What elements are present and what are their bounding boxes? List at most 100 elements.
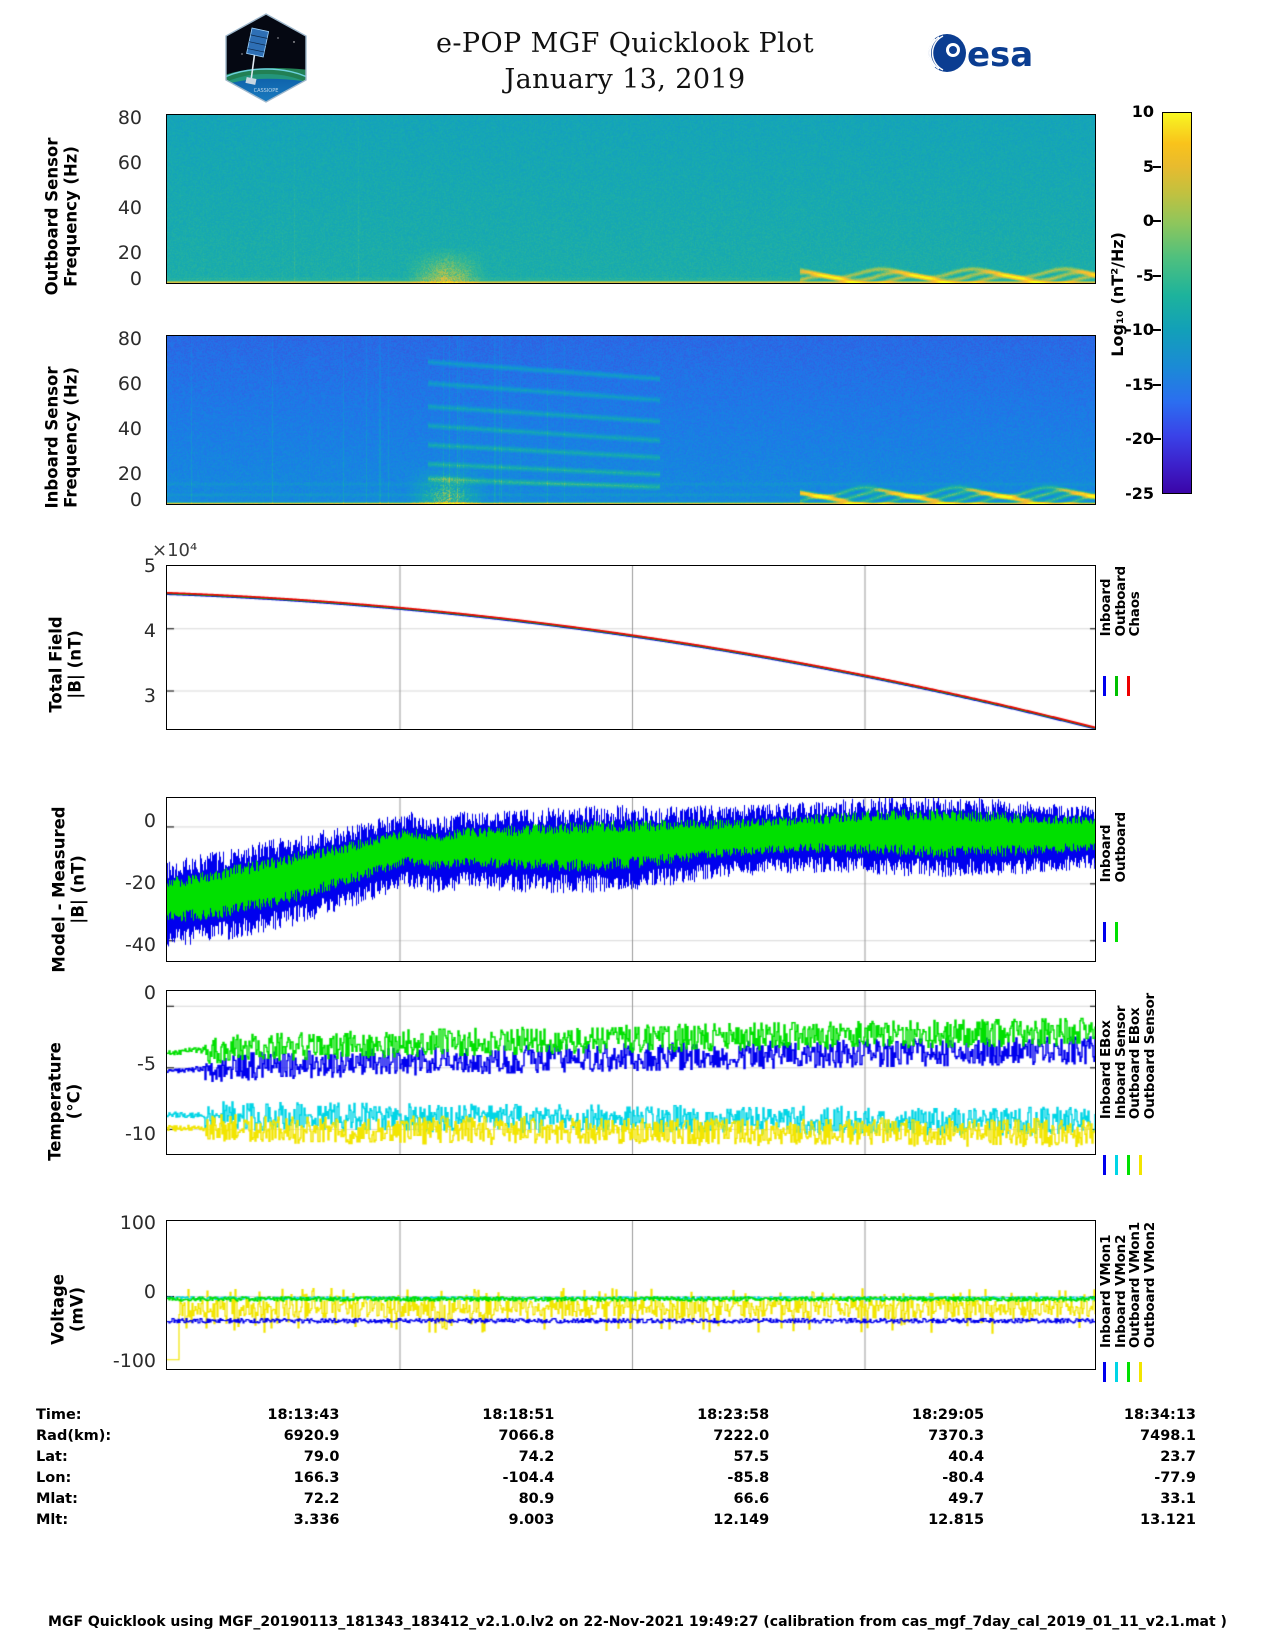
table-row-label: Time: xyxy=(36,1406,82,1423)
table-cell: -85.8 xyxy=(727,1469,770,1486)
colorbar: 10 5 0 -5 -10 -15 -20 -25 xyxy=(1125,102,1192,503)
model-minus-measured-canvas xyxy=(167,798,1095,961)
table-row-label: Mlat: xyxy=(36,1490,78,1507)
table-cell: 9.003 xyxy=(508,1511,555,1528)
legend-swatch-inboard-vmon1 xyxy=(1103,1362,1106,1382)
inboard-spectrogram-canvas xyxy=(167,336,1095,504)
table-cell: 18:29:05 xyxy=(911,1406,985,1423)
table-cell: 66.6 xyxy=(733,1490,770,1507)
legend-swatch-inboard xyxy=(1103,922,1106,942)
colorbar-tick-mark xyxy=(1153,274,1161,277)
table-cell: 18:18:51 xyxy=(482,1406,555,1423)
table-cell: 7498.1 xyxy=(1140,1427,1196,1444)
ylabel-line-1: Total Field xyxy=(46,616,66,713)
esa-wordmark: esa xyxy=(967,35,1033,75)
title-line-2: January 13, 2019 xyxy=(504,64,746,95)
legend-swatch-outboard-ebox xyxy=(1127,1155,1130,1175)
ylabel-line-1: Temperature xyxy=(45,1042,65,1161)
table-cell: 74.2 xyxy=(518,1448,555,1465)
table-cell: 13.121 xyxy=(1140,1511,1196,1528)
ylabel-line-2: (°C) xyxy=(65,1083,84,1120)
ylabel-line-1: Outboard Sensor xyxy=(42,137,62,296)
model-minus-measured-ylabel: Model - Measured |B| (nT) xyxy=(50,784,89,994)
table-cell: 23.7 xyxy=(1160,1448,1196,1465)
colorbar-tick-mark xyxy=(1153,220,1161,223)
table-cell: 79.0 xyxy=(303,1448,340,1465)
table-row-label: Mlt: xyxy=(36,1511,69,1528)
legend-label: Outboard xyxy=(1112,812,1129,883)
legend-label: Inboard VMon2 xyxy=(1112,1234,1129,1348)
ytick: -5 xyxy=(137,1053,156,1075)
legend-label: Outboard xyxy=(1112,566,1129,637)
legend-swatch-outboard-sensor xyxy=(1139,1155,1142,1175)
legend-label: Outboard EBox xyxy=(1127,1007,1143,1120)
ylabel-line-1: Voltage xyxy=(48,1274,68,1345)
legend-swatch-chaos xyxy=(1127,676,1130,696)
ylabel-line-2: |B| (nT) xyxy=(69,855,88,924)
table-cell: 33.1 xyxy=(1160,1490,1196,1507)
outboard-spectrogram-canvas xyxy=(167,115,1095,283)
legend-label: Outboard Sensor xyxy=(1141,993,1158,1120)
legend-label: Inboard xyxy=(1098,824,1114,883)
legend-swatch-outboard-vmon2 xyxy=(1139,1362,1142,1382)
title-line-1: e-POP MGF Quicklook Plot xyxy=(436,28,814,59)
ytick: 100 xyxy=(119,1212,156,1234)
table-row-label: Lat: xyxy=(36,1448,68,1465)
total-field-ylabel: Total Field |B| (nT) xyxy=(47,574,86,754)
mission-logo-caption: CASSIOPE xyxy=(254,88,279,94)
ytick: 0 xyxy=(143,810,156,832)
footer-text: MGF Quicklook using MGF_20190113_181343_… xyxy=(48,1614,1227,1630)
outboard-spectrogram-ylabel: Outboard Sensor Frequency (Hz) xyxy=(43,126,82,306)
footer-note: MGF Quicklook using MGF_20190113_181343_… xyxy=(0,1614,1275,1630)
voltage-canvas xyxy=(167,1221,1095,1369)
table-cell: -104.4 xyxy=(502,1469,555,1486)
ytick: 80 xyxy=(117,328,142,350)
colorbar-tick-mark xyxy=(1153,329,1161,332)
legend-label: Chaos xyxy=(1127,591,1143,637)
colorbar-tick-mark xyxy=(1153,438,1161,441)
mm-legend-labels: Inboard Outboard xyxy=(1098,812,1129,883)
colorbar-tick-mark xyxy=(1153,383,1161,386)
colorbar-tick-label: 5 xyxy=(1142,156,1154,176)
cassiope-epop-mission-patch-icon: CASSIOPE xyxy=(222,12,310,104)
ylabel-line-2: Frequency (Hz) xyxy=(62,146,81,287)
page-header: CASSIOPE e-POP MGF Quicklook Plot Januar… xyxy=(0,0,1275,108)
table-cell: 12.149 xyxy=(713,1511,770,1528)
ytick: -20 xyxy=(124,872,156,894)
temperature-plot-area xyxy=(166,990,1096,1155)
table-cell: 57.5 xyxy=(733,1448,770,1465)
legend-label: Inboard xyxy=(1098,578,1114,637)
ylabel-line-2: Frequency (Hz) xyxy=(62,367,81,508)
colorbar-tick-label: -10 xyxy=(1125,320,1154,340)
page-title: e-POP MGF Quicklook Plot January 13, 201… xyxy=(330,28,920,95)
temp-legend-labels: Inboard EBox Inboard Sensor Outboard EBo… xyxy=(1098,993,1158,1120)
temperature-canvas xyxy=(167,991,1095,1154)
legend-swatch-inboard-sensor xyxy=(1115,1155,1118,1175)
inboard-spectrogram-plot-area xyxy=(166,335,1096,505)
ytick: 3 xyxy=(143,685,156,707)
legend-swatch-outboard xyxy=(1115,922,1118,942)
legend-label: Inboard EBox xyxy=(1098,1020,1114,1120)
colorbar-tick-label: -5 xyxy=(1136,265,1154,285)
table-cell: 49.7 xyxy=(948,1490,985,1507)
table-row: Mlt: 3.336 9.003 12.149 12.815 13.121 xyxy=(36,1509,1196,1530)
legend-label: Outboard VMon1 xyxy=(1127,1222,1143,1348)
ytick: 40 xyxy=(117,197,142,219)
table-row: Mlat: 72.2 80.9 66.6 49.7 33.1 xyxy=(36,1488,1196,1509)
legend-label: Inboard Sensor xyxy=(1112,1005,1129,1120)
ytick: 0 xyxy=(129,489,142,511)
table-cell: 18:23:58 xyxy=(697,1406,770,1423)
colorbar-tick-label: -15 xyxy=(1125,374,1154,394)
ytick: 60 xyxy=(117,373,142,395)
table-cell: 7222.0 xyxy=(713,1427,770,1444)
ytick: 80 xyxy=(117,107,142,129)
temp-legend-swatches xyxy=(1103,1155,1151,1175)
table-cell: -80.4 xyxy=(942,1469,985,1486)
table-cell: 40.4 xyxy=(948,1448,985,1465)
legend-swatch-outboard-vmon1 xyxy=(1127,1362,1130,1382)
voltage-plot-area xyxy=(166,1220,1096,1370)
total-field-exponent-label: ×10⁴ xyxy=(152,540,198,561)
colorbar-tick-mark xyxy=(1153,165,1161,168)
outboard-spectrogram-plot-area xyxy=(166,114,1096,284)
ytick: 60 xyxy=(117,152,142,174)
